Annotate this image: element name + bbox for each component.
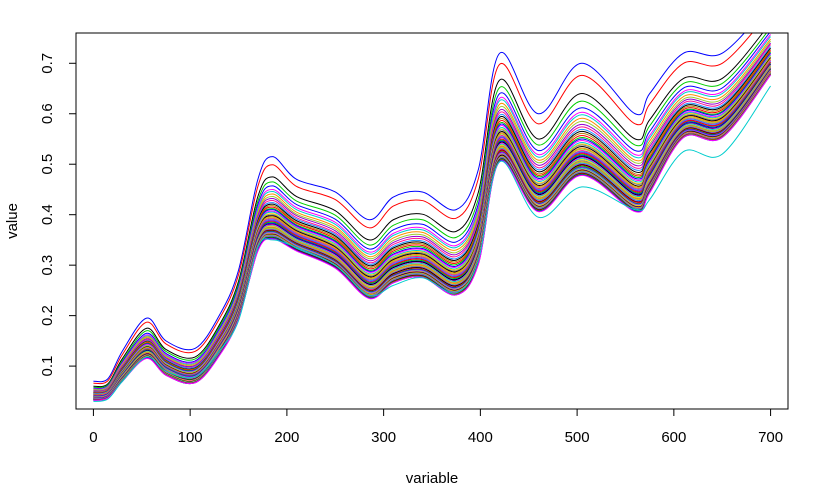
y-tick-label: 0.3 — [39, 255, 56, 276]
y-tick-label: 0.7 — [39, 53, 56, 74]
series-line — [93, 59, 771, 396]
series-line — [93, 42, 771, 392]
y-tick-label: 0.1 — [39, 356, 56, 377]
series-line — [93, 36, 771, 390]
x-axis-title: variable — [406, 470, 459, 487]
series-line — [93, 57, 771, 396]
series-line — [93, 47, 771, 393]
x-axis: 0 100 200 300 400 500 600 700 — [89, 408, 783, 446]
series-line — [93, 50, 771, 394]
x-tick-label: 200 — [274, 429, 299, 446]
series-line — [93, 33, 753, 385]
series-line — [93, 34, 771, 390]
x-tick-label: 300 — [371, 429, 396, 446]
series-line — [93, 85, 771, 402]
series-line — [93, 66, 771, 398]
series-line — [93, 49, 771, 393]
series-line — [93, 63, 771, 397]
y-axis: 0.1 0.2 0.3 0.4 0.5 0.6 0.7 — [39, 53, 77, 377]
series-line — [93, 53, 771, 395]
series-line — [93, 33, 764, 388]
y-tick-label: 0.5 — [39, 154, 56, 175]
series-line — [93, 33, 768, 389]
series-line — [93, 74, 771, 401]
series-lines — [93, 33, 771, 402]
series-line — [93, 33, 745, 383]
series-line — [93, 33, 771, 390]
y-tick-label: 0.4 — [39, 204, 56, 225]
series-line — [93, 44, 771, 392]
series-line — [93, 52, 771, 394]
series-line — [93, 59, 771, 396]
x-tick-label: 700 — [758, 429, 783, 446]
y-tick-label: 0.6 — [39, 103, 56, 124]
x-tick-label: 500 — [565, 429, 590, 446]
y-tick-label: 0.2 — [39, 305, 56, 326]
x-tick-label: 600 — [661, 429, 686, 446]
series-line — [93, 46, 771, 393]
series-line — [93, 38, 771, 391]
x-tick-label: 100 — [178, 429, 203, 446]
y-axis-title: value — [4, 203, 21, 239]
x-tick-label: 0 — [89, 429, 97, 446]
x-tick-label: 400 — [468, 429, 493, 446]
